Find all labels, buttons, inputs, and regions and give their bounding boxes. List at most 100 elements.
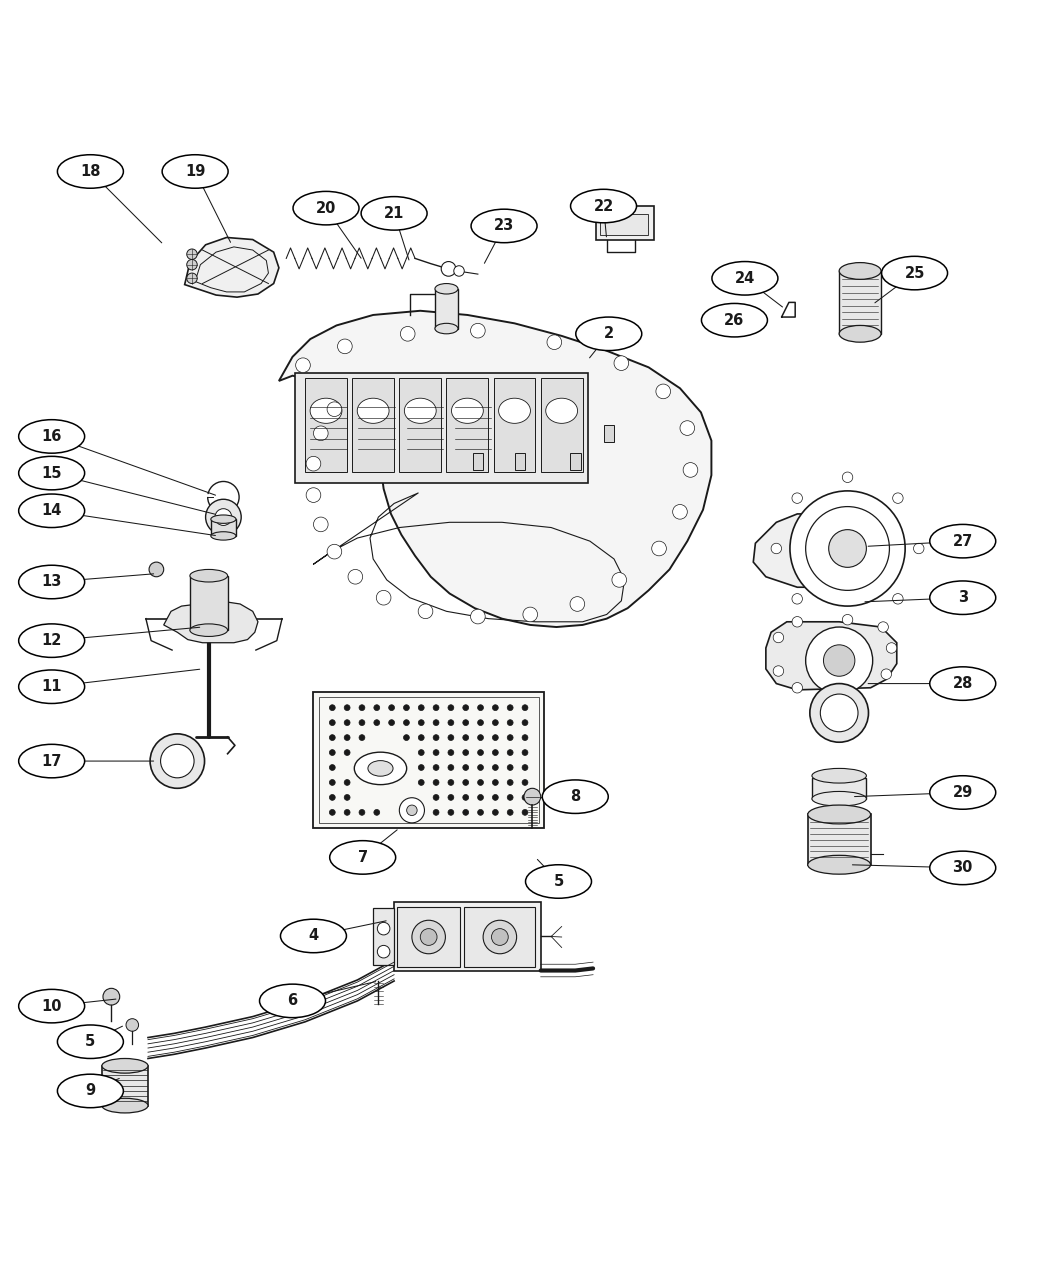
Text: 13: 13 (41, 575, 62, 589)
Circle shape (656, 384, 671, 399)
Bar (352, 377, 394, 472)
Bar (190, 576, 228, 630)
Ellipse shape (546, 398, 578, 423)
Ellipse shape (368, 761, 393, 776)
Ellipse shape (361, 196, 427, 230)
Circle shape (820, 694, 858, 732)
Ellipse shape (452, 398, 483, 423)
Circle shape (418, 779, 424, 785)
Circle shape (420, 928, 437, 945)
Bar (541, 377, 583, 472)
Circle shape (828, 529, 866, 567)
Text: 18: 18 (80, 164, 101, 178)
Circle shape (344, 705, 350, 710)
Circle shape (478, 734, 483, 741)
Circle shape (448, 750, 454, 756)
Circle shape (492, 719, 499, 725)
Bar (570, 453, 581, 470)
Polygon shape (279, 311, 712, 627)
Circle shape (492, 810, 499, 815)
Circle shape (388, 719, 395, 725)
Circle shape (374, 810, 380, 815)
Ellipse shape (102, 1058, 148, 1074)
Circle shape (507, 794, 513, 801)
Circle shape (805, 627, 873, 694)
Circle shape (344, 810, 350, 815)
Circle shape (842, 472, 853, 482)
Ellipse shape (542, 780, 608, 813)
Text: 14: 14 (41, 504, 62, 518)
Circle shape (792, 682, 802, 694)
Ellipse shape (525, 864, 591, 899)
Circle shape (103, 988, 120, 1005)
Circle shape (344, 750, 350, 756)
Circle shape (434, 810, 439, 815)
Ellipse shape (19, 989, 85, 1023)
Circle shape (330, 810, 335, 815)
Ellipse shape (19, 565, 85, 599)
Circle shape (523, 607, 538, 622)
Circle shape (330, 705, 335, 710)
Ellipse shape (929, 852, 995, 885)
Circle shape (330, 750, 335, 756)
Ellipse shape (102, 1098, 148, 1113)
Ellipse shape (435, 324, 458, 334)
Ellipse shape (58, 1025, 124, 1058)
Circle shape (376, 590, 391, 606)
Circle shape (434, 794, 439, 801)
Circle shape (328, 544, 341, 558)
Bar (601, 214, 648, 236)
Circle shape (330, 719, 335, 725)
Text: 17: 17 (41, 754, 62, 769)
Circle shape (792, 594, 802, 604)
Bar (464, 907, 536, 968)
Ellipse shape (471, 209, 537, 242)
Circle shape (418, 750, 424, 756)
Circle shape (470, 324, 485, 338)
Ellipse shape (19, 493, 85, 528)
Circle shape (522, 750, 528, 756)
Circle shape (328, 402, 341, 417)
Circle shape (448, 719, 454, 725)
Bar (211, 519, 236, 536)
Text: 20: 20 (316, 200, 336, 215)
Circle shape (434, 705, 439, 710)
Circle shape (463, 765, 468, 770)
Circle shape (418, 604, 433, 618)
Bar (596, 207, 654, 240)
Circle shape (492, 705, 499, 710)
Text: 8: 8 (570, 789, 581, 805)
Circle shape (914, 543, 924, 553)
Ellipse shape (701, 303, 768, 337)
Circle shape (418, 719, 424, 725)
Text: 24: 24 (735, 270, 755, 286)
Circle shape (878, 622, 888, 632)
Ellipse shape (19, 623, 85, 658)
Text: 2: 2 (604, 326, 614, 342)
Ellipse shape (19, 669, 85, 704)
Circle shape (374, 719, 380, 725)
Circle shape (330, 794, 335, 801)
Bar (306, 377, 346, 472)
Circle shape (377, 945, 390, 958)
Circle shape (359, 734, 365, 741)
Circle shape (792, 617, 802, 627)
Circle shape (330, 779, 335, 785)
Circle shape (478, 750, 483, 756)
Circle shape (434, 719, 439, 725)
Circle shape (307, 456, 321, 470)
Circle shape (359, 719, 365, 725)
Circle shape (522, 705, 528, 710)
Ellipse shape (330, 840, 396, 875)
Text: 15: 15 (41, 465, 62, 481)
Circle shape (773, 666, 783, 676)
Text: 23: 23 (494, 218, 514, 233)
Circle shape (478, 810, 483, 815)
Ellipse shape (812, 792, 866, 806)
Bar (397, 907, 460, 968)
Ellipse shape (929, 524, 995, 558)
Circle shape (478, 779, 483, 785)
Bar (446, 377, 488, 472)
Circle shape (492, 750, 499, 756)
Circle shape (377, 922, 390, 935)
